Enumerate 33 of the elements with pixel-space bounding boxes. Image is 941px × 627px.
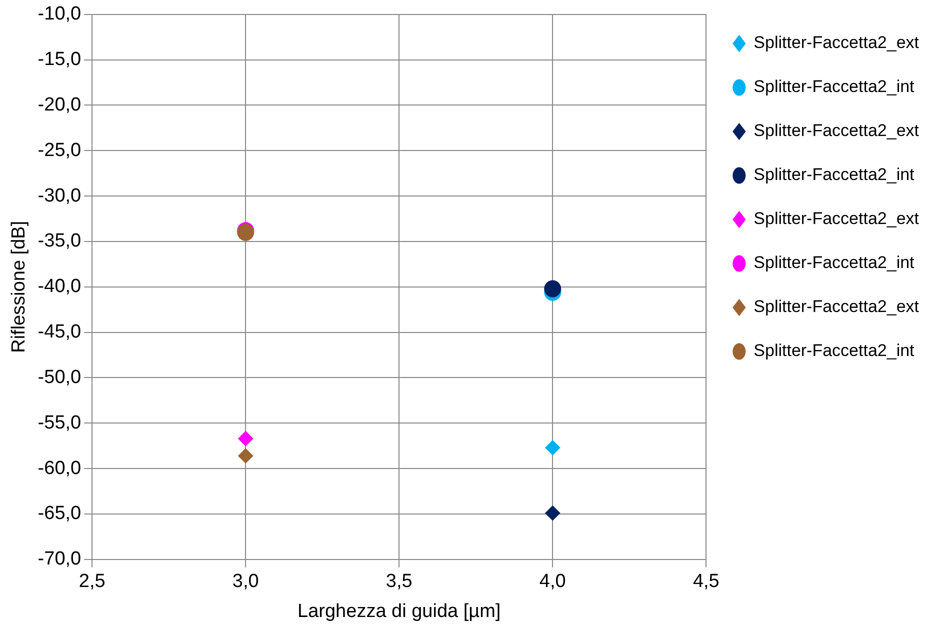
y-tick-label: -35,0: [38, 230, 82, 252]
point: [545, 440, 560, 456]
y-tick-label: -25,0: [38, 140, 82, 161]
y-tick-label: -15,0: [38, 49, 82, 70]
point: [238, 431, 254, 446]
legend-label: Splitter-Faccetta2_int: [754, 341, 915, 360]
legend-label: Splitter-Faccetta2_int: [754, 77, 915, 96]
point: [238, 448, 254, 464]
y-tick-label: -50,0: [38, 366, 82, 388]
legend-label: Splitter-Faccetta2_ext: [754, 121, 920, 140]
legend-label: Splitter-Faccetta2_ext: [754, 209, 920, 228]
y-tick-label: -65,0: [38, 503, 82, 524]
y-tick-label: -70,0: [38, 548, 82, 570]
y-tick-label: -45,0: [38, 322, 82, 343]
point: [544, 280, 562, 298]
y-tick-label: -55,0: [38, 412, 82, 434]
legend-label: Splitter-Faccetta2_int: [754, 253, 915, 272]
x-tick-label: 3,0: [232, 571, 259, 592]
y-tick-label: -10,0: [38, 4, 82, 25]
y-tick-label: -20,0: [38, 94, 82, 116]
legend-label: Splitter-Faccetta2_ext: [754, 33, 920, 52]
y-tick-label: -30,0: [38, 185, 82, 206]
point: [545, 506, 560, 521]
x-tick-label: 3,5: [386, 571, 412, 592]
legend-label: Splitter-Faccetta2_int: [754, 165, 915, 184]
y-tick-label: -40,0: [38, 276, 82, 298]
legend-label: Splitter-Faccetta2_ext: [754, 297, 920, 316]
y-axis-title: Riflessione [dB]: [8, 220, 30, 353]
x-axis-title: Larghezza di guida [µm]: [298, 600, 501, 622]
x-tick-label: 2,5: [78, 571, 106, 592]
x-tick-label: 4,5: [692, 571, 720, 592]
y-tick-label: -60,0: [38, 458, 82, 479]
x-tick-label: 4,0: [539, 571, 566, 592]
